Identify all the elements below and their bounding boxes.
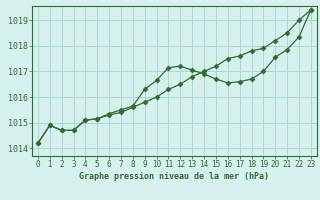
X-axis label: Graphe pression niveau de la mer (hPa): Graphe pression niveau de la mer (hPa): [79, 172, 269, 181]
